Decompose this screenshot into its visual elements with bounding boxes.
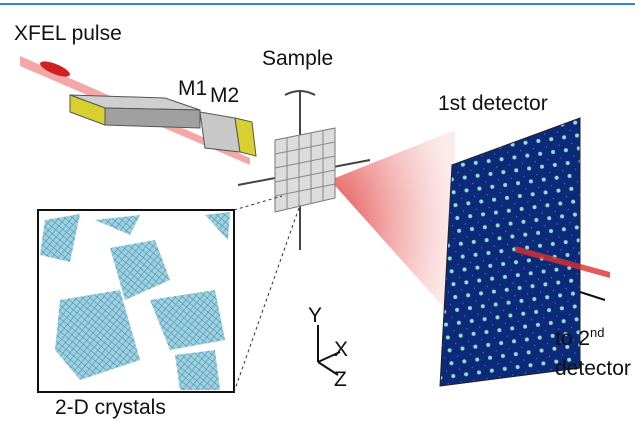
inset-leader	[233, 195, 283, 211]
mirror-m2-end	[234, 117, 257, 157]
axis-label: X	[334, 338, 348, 361]
sample-grid-lines	[274, 130, 336, 209]
transmitted-beam	[515, 246, 610, 278]
label-sup: nd	[590, 325, 604, 340]
axis-label: Y	[308, 304, 322, 327]
rotation-arrow	[284, 90, 316, 96]
mirror-m1-end	[69, 94, 106, 126]
label: M2	[210, 84, 239, 107]
pulse	[40, 61, 70, 77]
crystals	[40, 212, 230, 390]
label: to 2nd	[555, 325, 605, 350]
label: 1st detector	[438, 92, 548, 115]
label-part: to 2	[555, 327, 590, 350]
label: Sample	[262, 47, 333, 70]
label: 2-D crystals	[55, 396, 166, 419]
mirror-m2	[199, 111, 241, 153]
label: M1	[178, 77, 207, 100]
label: XFEL pulse	[14, 22, 122, 45]
mirror-m1-side	[104, 107, 201, 129]
detector	[439, 117, 581, 387]
sample-grid	[274, 127, 336, 213]
coord-axes	[317, 325, 341, 376]
scatter-cone	[330, 130, 455, 320]
label: detector	[555, 357, 631, 380]
axis-label: Z	[334, 368, 347, 391]
arrow	[579, 291, 606, 301]
inset-leader	[233, 204, 301, 393]
